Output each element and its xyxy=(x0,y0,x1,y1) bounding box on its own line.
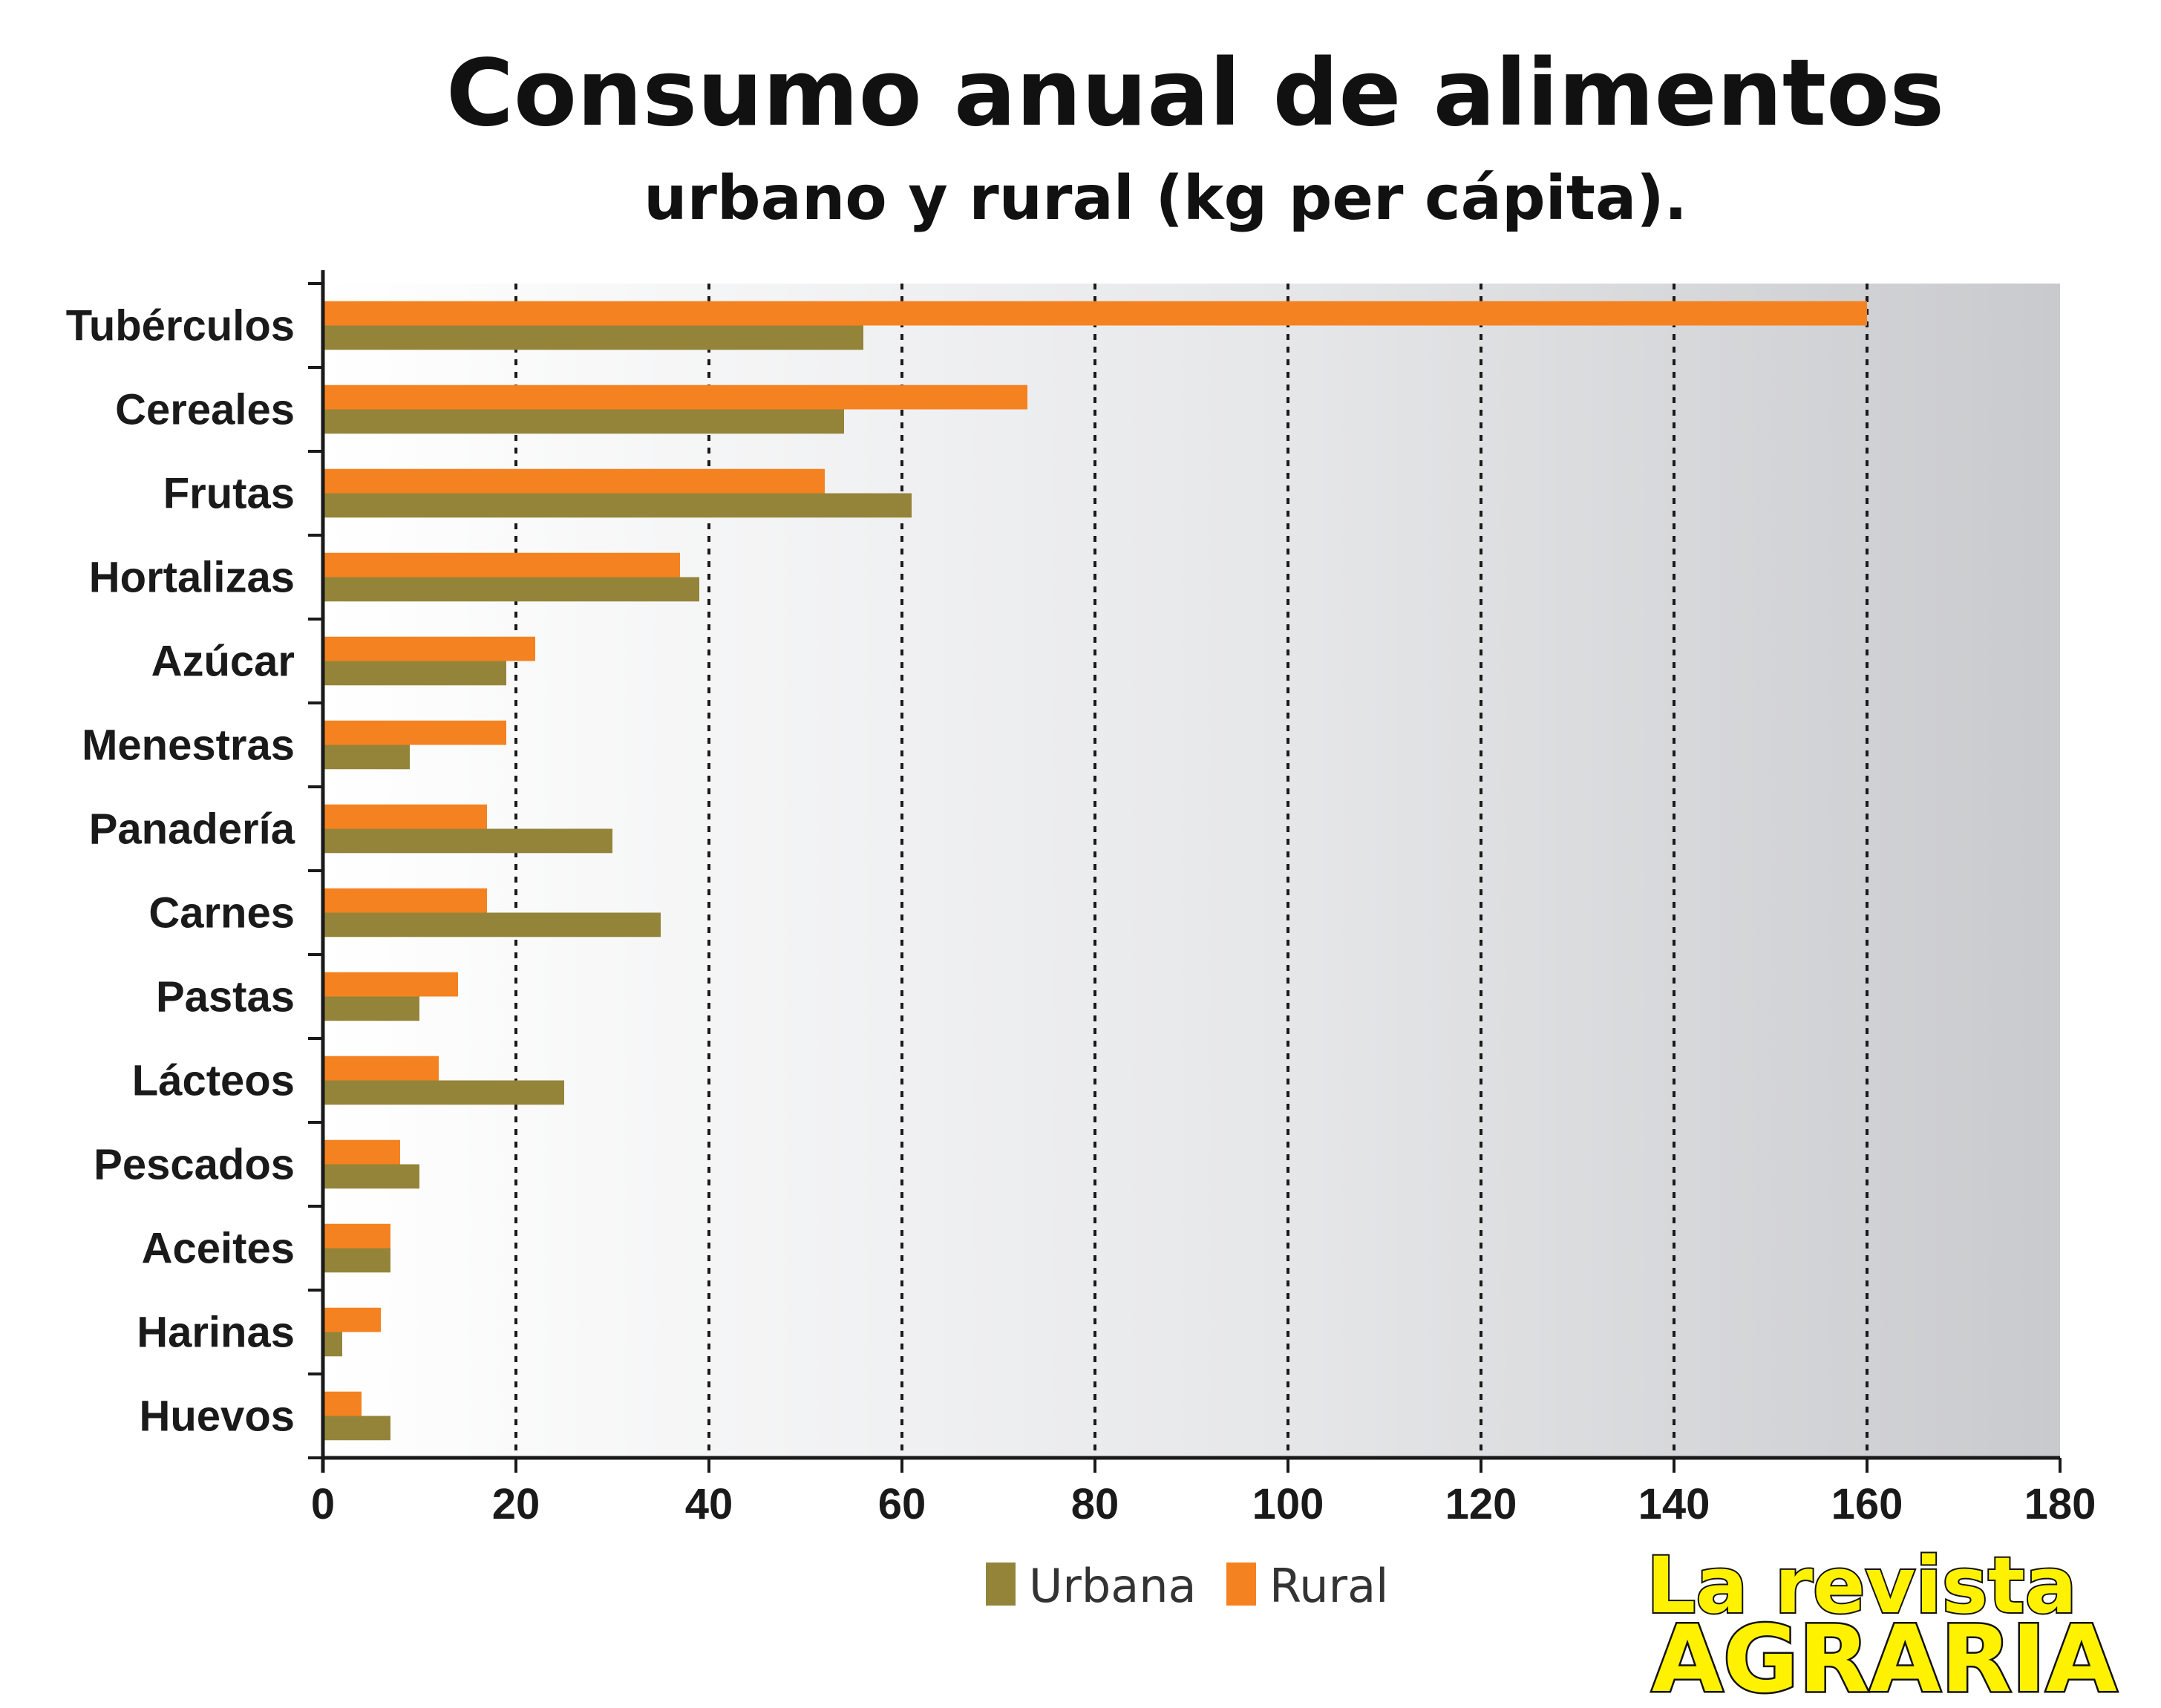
bar-urbana xyxy=(323,912,661,938)
category-label: Pescados xyxy=(94,1141,295,1189)
x-tick-label: 160 xyxy=(1831,1480,1903,1528)
category-label: Panadería xyxy=(89,805,295,854)
category-label: Menestras xyxy=(82,722,295,770)
bar-rural xyxy=(323,888,487,913)
x-tick-label: 80 xyxy=(1071,1480,1119,1528)
category-label: Azúcar xyxy=(151,638,295,686)
bar-rural xyxy=(323,1391,362,1416)
category-label: Carnes xyxy=(148,889,295,938)
bar-urbana xyxy=(323,1164,419,1189)
bar-urbana xyxy=(323,828,612,854)
brand-line-1: La revista xyxy=(1647,1540,2077,1631)
bar-urbana xyxy=(323,577,699,602)
category-label: Tubérculos xyxy=(66,302,295,350)
bar-urbana xyxy=(323,1080,564,1105)
legend: Urbana Rural xyxy=(986,1559,1388,1613)
legend-label-rural: Rural xyxy=(1269,1559,1388,1613)
category-label: Huevos xyxy=(139,1393,295,1441)
chart-subtitle: urbano y rural (kg per cápita). xyxy=(644,163,1687,234)
plot-background xyxy=(323,284,2060,1458)
bar-urbana xyxy=(323,661,506,686)
x-tick-label: 100 xyxy=(1252,1480,1324,1528)
x-tick-label: 120 xyxy=(1445,1480,1517,1528)
bar-rural xyxy=(323,468,825,494)
category-label: Lácteos xyxy=(132,1057,295,1105)
x-tick-label: 140 xyxy=(1638,1480,1710,1528)
bar-rural xyxy=(323,1139,400,1165)
bar-urbana xyxy=(323,1416,390,1441)
bar-rural xyxy=(323,972,458,997)
x-tick-label: 180 xyxy=(2024,1480,2096,1528)
bar-urbana xyxy=(323,409,844,434)
brand-logo: La revista AGRARIA xyxy=(1645,1539,2119,1708)
bar-urbana xyxy=(323,996,419,1021)
tick-labels: 0 20 40 60 80 100 120 140 160 180 xyxy=(311,1480,2096,1528)
category-label: Aceites xyxy=(142,1225,295,1273)
legend-label-urbana: Urbana xyxy=(1029,1559,1197,1613)
category-label: Pastas xyxy=(156,973,295,1021)
category-label: Cereales xyxy=(115,386,295,434)
x-tick-label: 40 xyxy=(685,1480,733,1528)
bar-rural xyxy=(323,636,535,661)
bars xyxy=(323,301,1867,1441)
chart-title: Consumo anual de alimentos xyxy=(446,40,1944,147)
brand-line-2: AGRARIA xyxy=(1652,1606,2117,1708)
bar-urbana xyxy=(323,325,863,350)
bar-urbana xyxy=(323,745,410,770)
bar-rural xyxy=(323,301,1867,326)
x-tick-label: 60 xyxy=(878,1480,926,1528)
legend-swatch-urbana xyxy=(986,1563,1016,1606)
bar-rural xyxy=(323,385,1027,410)
bar-rural xyxy=(323,1223,390,1249)
bar-rural xyxy=(323,1056,439,1081)
bar-urbana xyxy=(323,1332,342,1357)
bar-rural xyxy=(323,552,680,577)
category-label: Hortalizas xyxy=(89,554,295,602)
bar-rural xyxy=(323,720,506,745)
axes xyxy=(308,270,2062,1473)
category-labels: Tubérculos Cereales Frutas Hortalizas Azúcar… xyxy=(66,302,295,1441)
bar-urbana xyxy=(323,493,912,518)
category-label: Harinas xyxy=(137,1309,295,1357)
bar-rural xyxy=(323,804,487,829)
bar-rural xyxy=(323,1307,381,1332)
x-tick-label: 0 xyxy=(311,1480,335,1528)
x-tick-label: 20 xyxy=(492,1480,540,1528)
legend-swatch-rural xyxy=(1226,1563,1256,1606)
category-label: Frutas xyxy=(163,470,295,518)
bar-urbana xyxy=(323,1248,390,1273)
